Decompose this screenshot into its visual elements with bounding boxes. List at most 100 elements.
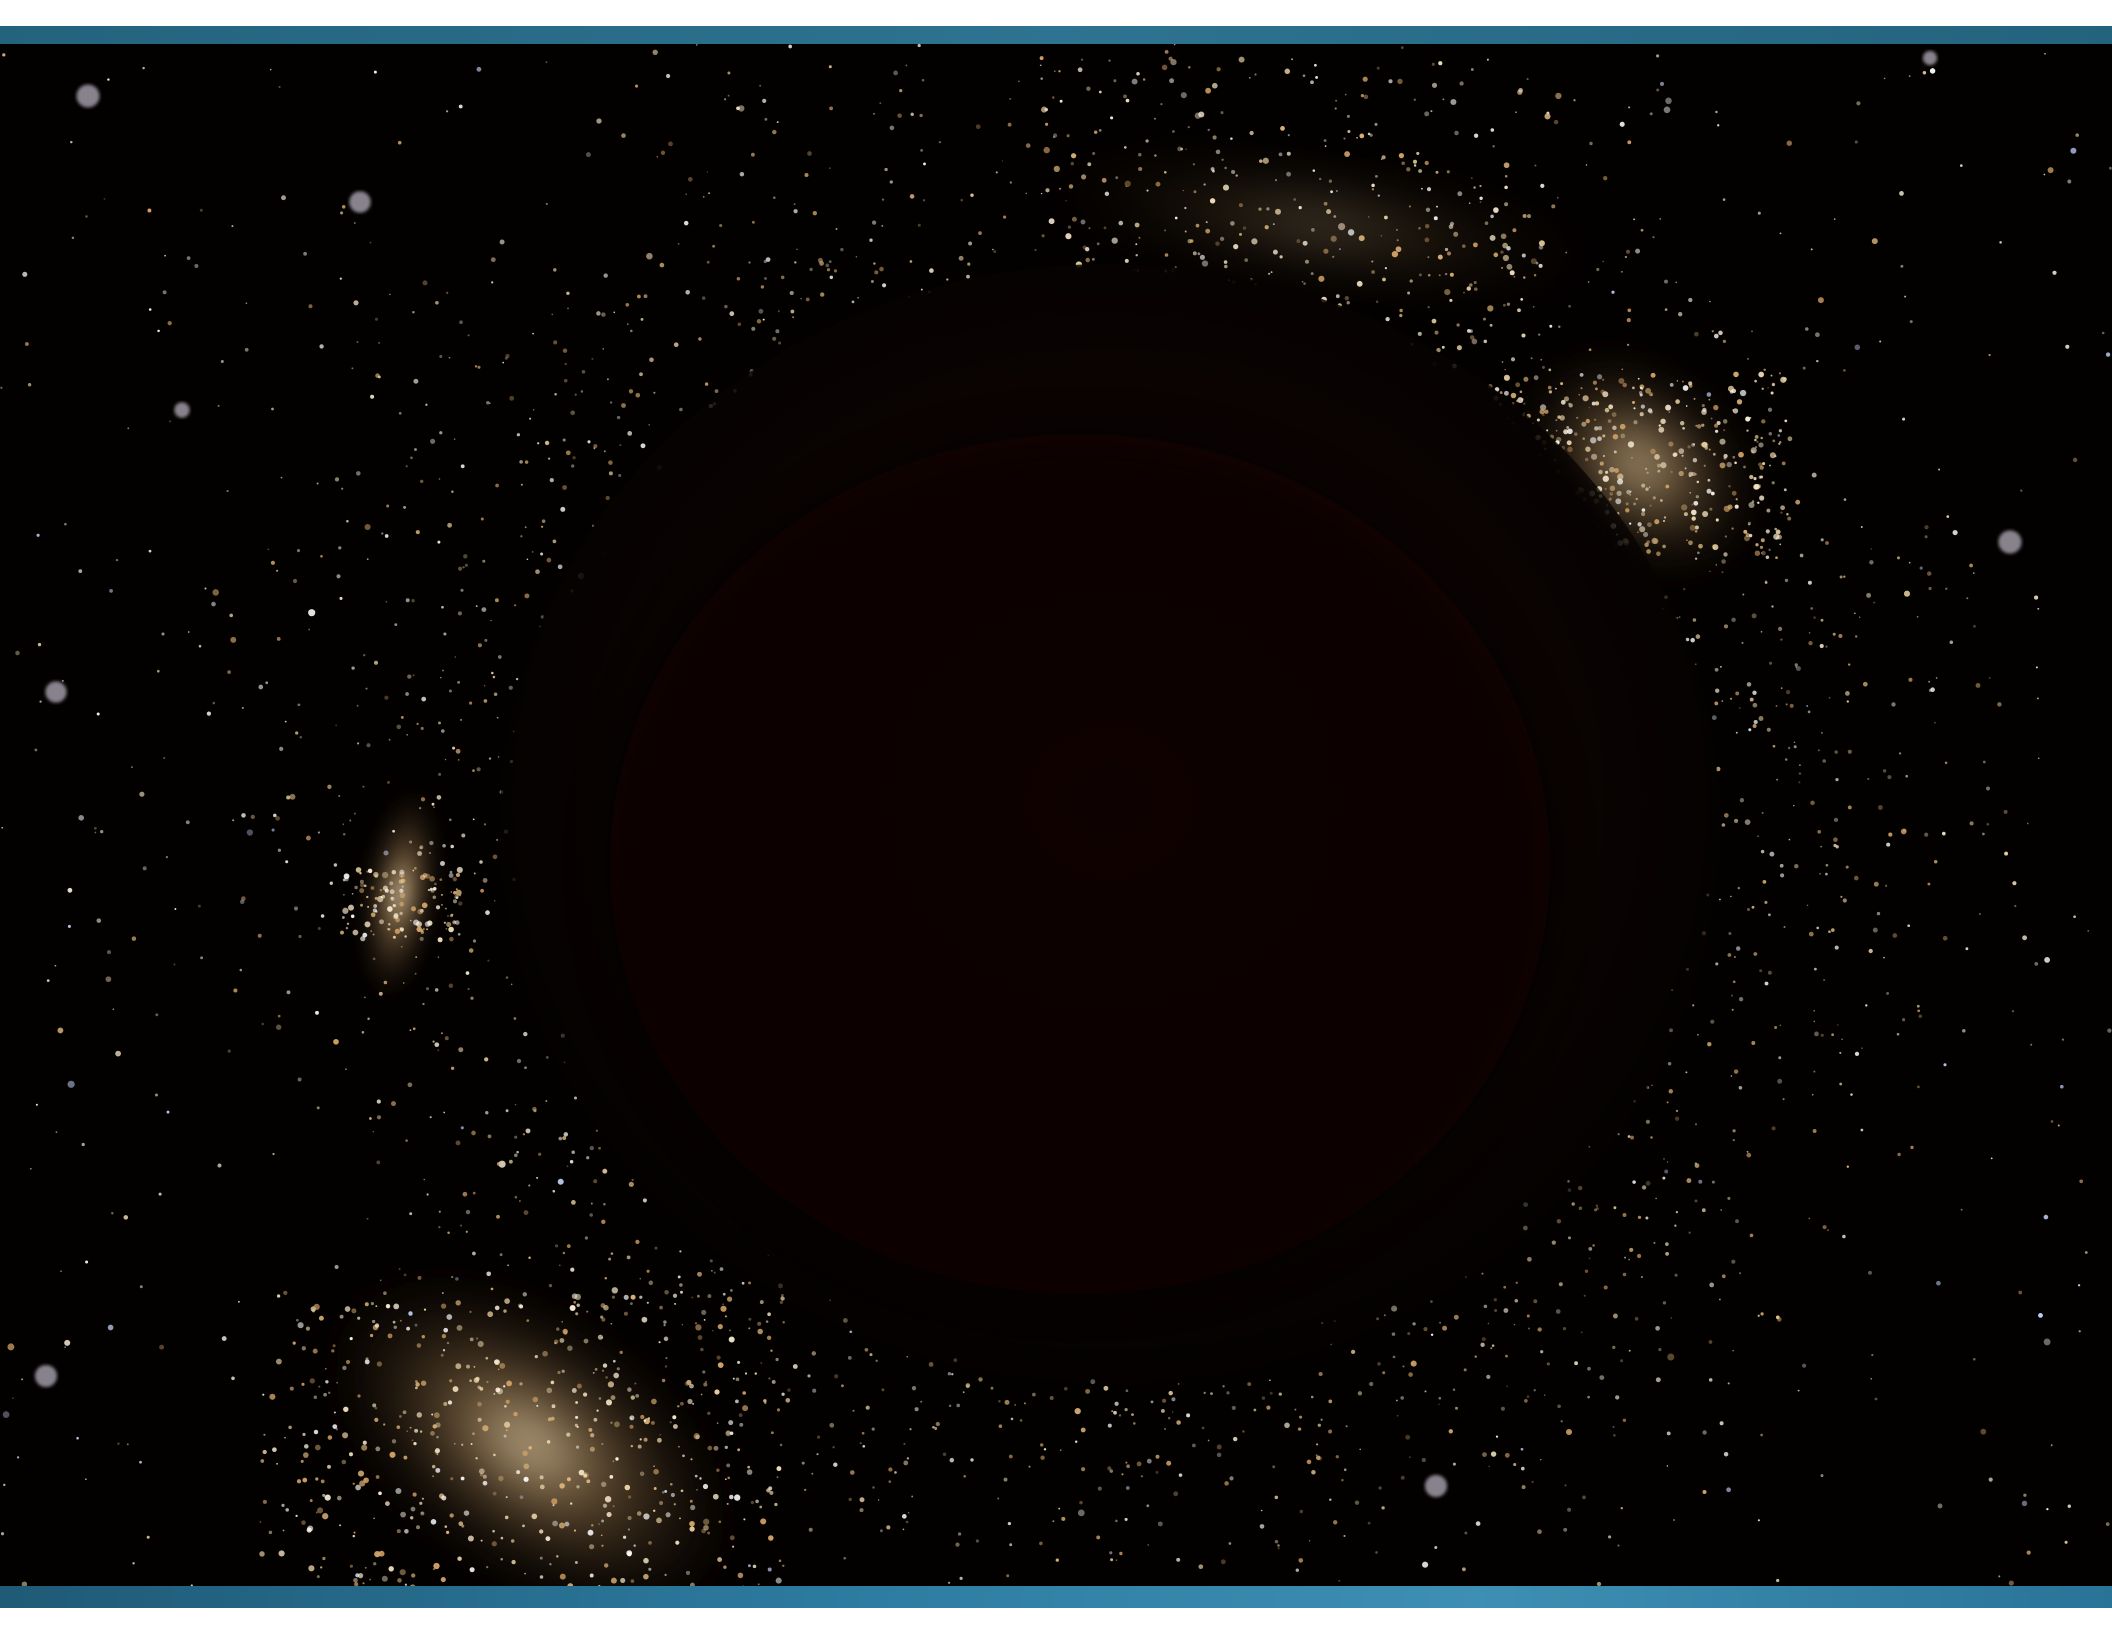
star-particle [333,1038,339,1045]
star-particle [378,1491,382,1496]
star-particle [871,220,877,225]
star-particle [1715,518,1719,522]
star-particle [796,248,798,251]
star-particle [1719,438,1726,445]
star-particle [1777,626,1783,632]
star-particle [1259,1524,1265,1529]
star-particle [483,823,487,826]
star-particle [1439,1321,1442,1324]
star-particle [1754,379,1757,383]
star-particle [1728,932,1732,935]
star-particle [570,1267,575,1272]
star-particle [1738,997,1744,1002]
star-particle [420,1511,425,1516]
star-particle [1274,1495,1279,1500]
star-particle [272,1447,277,1453]
star-particle [363,884,367,888]
star-particle [554,392,557,396]
star-particle [250,814,255,820]
star-particle [412,1027,416,1031]
star-particle [1588,348,1592,352]
star-particle [729,1494,734,1500]
star-particle [16,1456,20,1459]
star-particle [1825,863,1829,867]
star-particle [185,820,190,825]
star-particle [652,1509,656,1513]
star-particle [648,1280,654,1286]
star-particle [1422,1561,1429,1568]
star-particle [1842,1234,1846,1239]
star-particle [570,410,575,416]
star-particle [532,1106,537,1112]
star-particle [992,248,994,251]
star-particle [1481,1272,1484,1275]
star-particle [1585,418,1590,424]
star-particle [768,1535,774,1541]
star-particle [1407,1332,1411,1336]
star-particle [1802,366,1806,370]
star-particle [440,1353,444,1357]
star-particle [1694,529,1698,533]
star-particle [1710,491,1715,496]
star-particle [493,1453,496,1457]
star-particle [503,1385,506,1388]
star-particle [729,1288,733,1292]
star-particle [1775,556,1778,560]
star-particle [319,344,324,349]
star-particle [1871,238,1878,245]
star-particle [1557,1404,1561,1409]
star-particle [560,506,566,512]
star-particle [571,1150,575,1154]
star-particle [295,731,299,735]
star-particle [522,1524,525,1528]
star-particle [1944,761,1948,765]
star-particle [663,1336,669,1342]
star-particle [1870,1377,1873,1380]
star-particle [1663,1157,1665,1160]
star-particle [389,889,395,895]
dark-disk-core [610,434,1550,1294]
star-particle [370,886,375,890]
star-particle [737,1360,741,1364]
star-particle [857,297,859,299]
star-particle [2020,489,2023,492]
star-particle [400,1511,407,1518]
star-particle [673,1503,676,1506]
star-particle [877,1499,880,1501]
star-particle [327,784,332,789]
star-particle [696,1294,700,1298]
star-particle [2061,1038,2064,1041]
star-particle [277,848,282,852]
star-particle [388,738,391,741]
star-particle [212,589,219,596]
star-particle [738,105,745,112]
star-particle [1563,1527,1568,1532]
star-particle [1329,1498,1332,1501]
star-particle [1845,865,1849,869]
star-particle [1799,764,1801,766]
star-particle [1074,1407,1081,1415]
star-particle [239,968,243,972]
star-particle [1142,78,1146,81]
star-particle [601,1369,605,1372]
star-particle [1266,1405,1271,1410]
star-particle [212,701,216,705]
star-particle [1382,277,1386,282]
star-particle [1726,461,1732,468]
star-particle [1878,805,1883,810]
star-particle [893,70,898,76]
star-particle [1768,548,1771,551]
star-particle [808,1527,813,1532]
star-particle [57,1027,64,1034]
star-particle [1058,1507,1061,1510]
star-particle [1665,1242,1669,1246]
star-particle [401,885,404,888]
star-particle [2060,1084,2064,1089]
star-particle [776,121,779,124]
star-particle [359,879,364,884]
star-particle [1693,397,1696,400]
star-particle [1986,822,1990,826]
star-particle [1602,391,1609,398]
star-particle [551,1498,558,1505]
star-particle [949,1457,955,1463]
